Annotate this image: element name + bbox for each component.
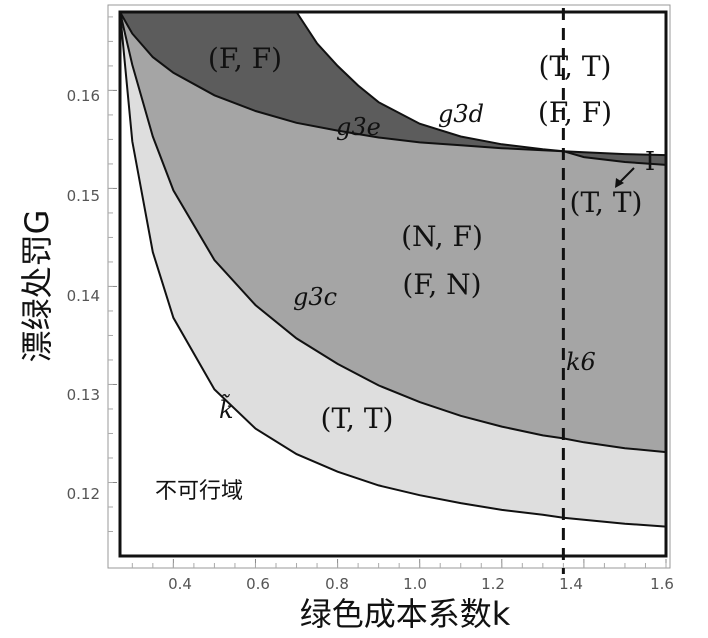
region-label-ff-right: (F, F) <box>538 96 612 129</box>
axis-ticks <box>108 16 667 568</box>
plot-frame <box>118 10 668 558</box>
curve-label-g3c: g3c <box>293 283 337 311</box>
marker-label-i: I <box>645 147 655 177</box>
boundary-curves <box>119 11 667 528</box>
region-label-nf: (N, F) <box>401 220 483 253</box>
y-tick-label: 0.13 <box>67 386 100 404</box>
y-axis-title: 漂绿处罚G <box>18 210 56 363</box>
region-label-fn: (F, N) <box>402 268 481 301</box>
x-tick-label: 0.6 <box>246 575 270 593</box>
x-axis-title: 绿色成本系数k <box>300 595 511 633</box>
curve-label-g3e: g3e <box>336 113 381 141</box>
region-band-medium <box>120 12 666 453</box>
y-tick-label: 0.14 <box>67 287 100 305</box>
curve-label-g3d: g3d <box>438 100 484 128</box>
infeasible-region-label: 不可行域 <box>155 479 243 504</box>
region-label-tt-bottom: (T, T) <box>321 402 394 435</box>
x-tick-label: 0.8 <box>325 575 349 593</box>
marker-arrowhead <box>615 178 624 188</box>
region-label-ff-top: (F, F) <box>208 42 282 75</box>
y-tick-label: 0.16 <box>67 87 100 105</box>
shaded-regions <box>120 12 666 527</box>
region-label-tt-right: (T, T) <box>570 186 643 219</box>
x-tick-label: 1.2 <box>481 575 505 593</box>
region-band-dark <box>120 12 666 165</box>
curve-k-tilde <box>119 11 667 528</box>
x-tick-label: 1.0 <box>403 575 427 593</box>
curve-g3c <box>119 11 667 454</box>
x-tick-label: 1.4 <box>559 575 583 593</box>
region-label-tt-top: (T, T) <box>539 50 612 83</box>
marker-arrow <box>618 167 635 184</box>
x-tick-label: 1.6 <box>650 575 674 593</box>
vline-label-k6: k6 <box>566 348 596 376</box>
curve-g3d <box>295 11 667 166</box>
curve-g3e <box>119 11 667 157</box>
region-band-light <box>120 12 666 527</box>
curve-label-k-tilde: k̃ <box>219 393 234 424</box>
y-tick-label: 0.15 <box>67 187 100 205</box>
y-tick-label: 0.12 <box>67 485 100 503</box>
x-tick-label: 0.4 <box>168 575 192 593</box>
